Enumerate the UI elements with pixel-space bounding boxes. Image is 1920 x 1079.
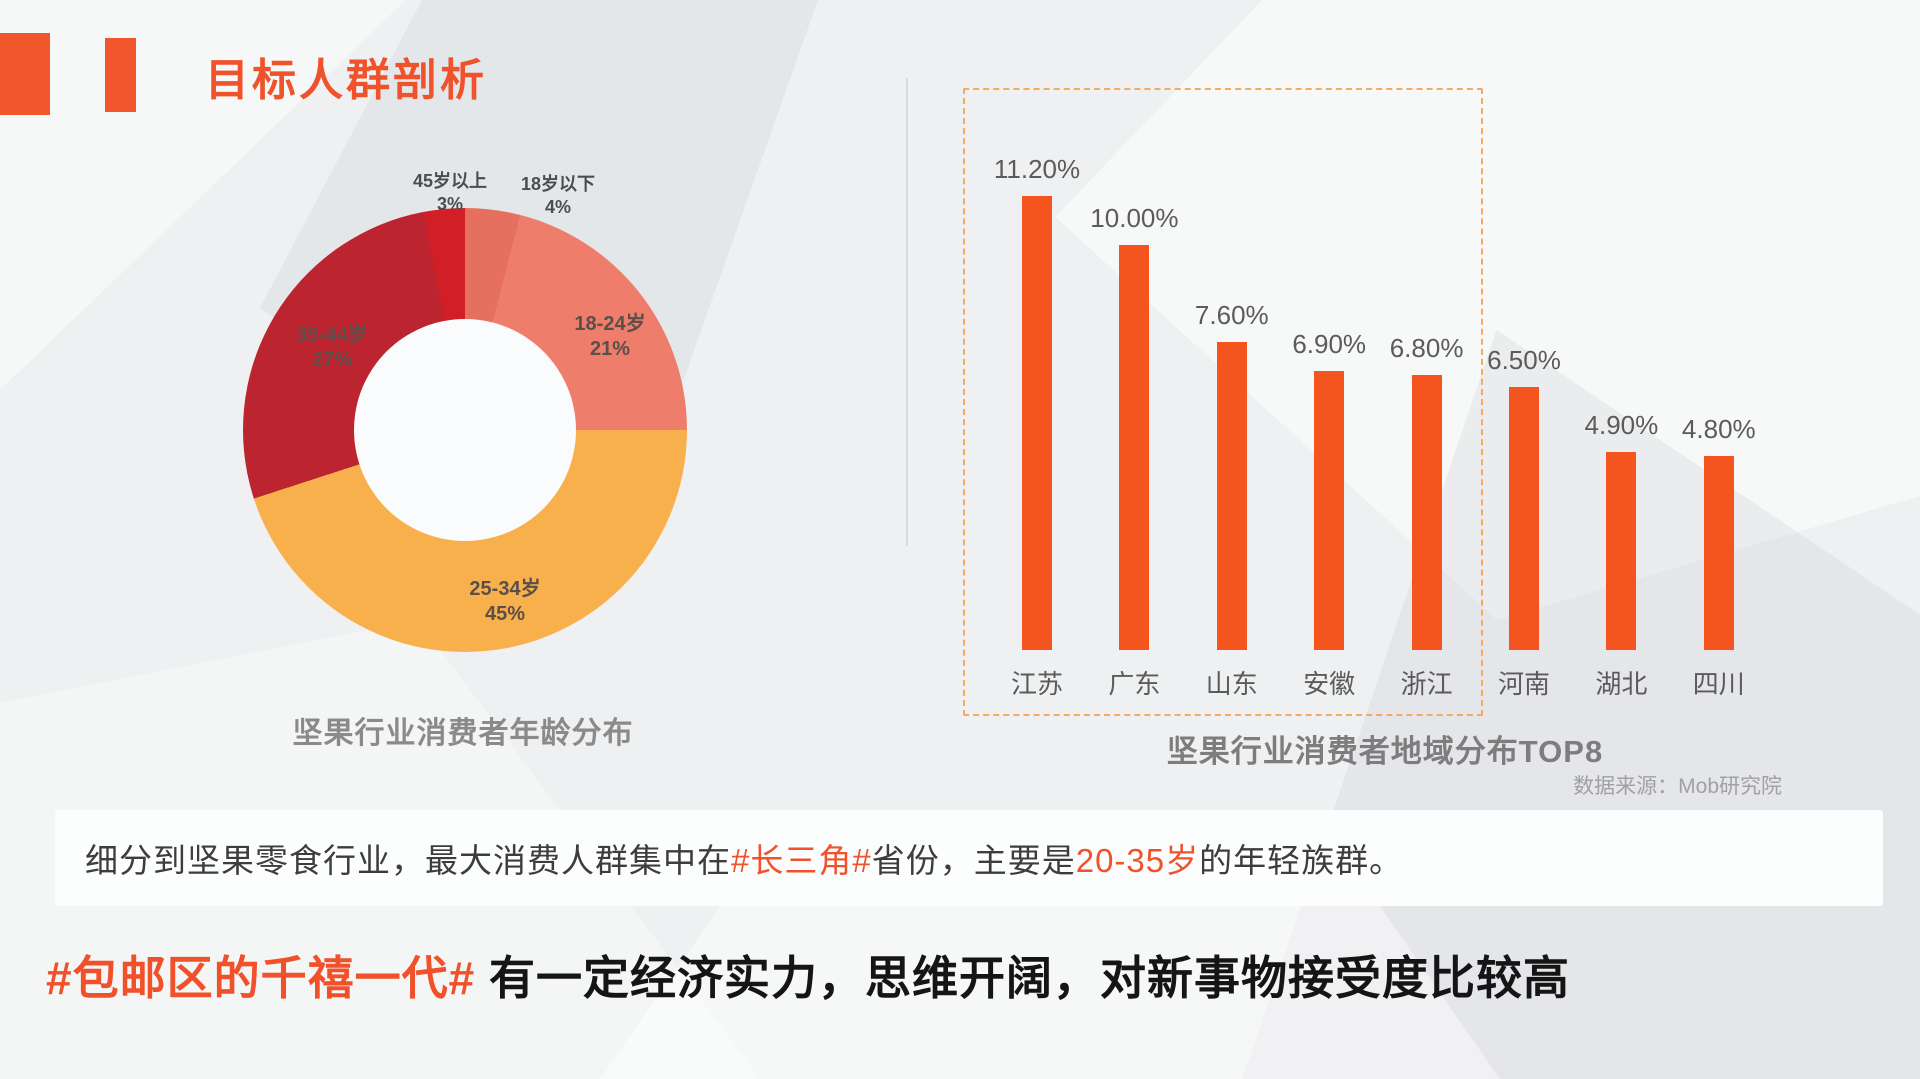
bar-category-label: 广东 xyxy=(1108,669,1161,699)
bar-category-label: 江苏 xyxy=(1010,669,1063,699)
bar-value-label: 4.80% xyxy=(1681,414,1756,444)
pie-label-under18-name: 18岁以下 xyxy=(520,174,596,194)
bar-category-label: 四川 xyxy=(1692,669,1745,699)
pie-label-45plus: 45岁以上 3% xyxy=(375,170,525,215)
headline-hashtag: #包邮区的千禧一代# xyxy=(46,952,476,1004)
pie-label-under18-pct: 4% xyxy=(544,196,571,217)
insight-run: 细分到坚果零食行业，最大消费人群集中在 xyxy=(85,842,731,879)
vertical-divider xyxy=(906,78,908,546)
bar-河南 xyxy=(1509,387,1539,650)
insight-run: 的年轻族群。 xyxy=(1199,842,1404,879)
pie-label-18-24-pct: 21% xyxy=(589,338,631,360)
pie-label-35-44-name: 35-44岁 xyxy=(296,324,368,346)
bar-category-label: 湖北 xyxy=(1595,669,1648,699)
pie-label-25-34: 25-34岁 45% xyxy=(425,577,585,627)
region-chart-caption: 坚果行业消费者地域分布TOP8 xyxy=(1166,734,1604,769)
bar-安徽 xyxy=(1314,371,1345,650)
pie-label-18-24-name: 18-24岁 xyxy=(574,313,646,335)
bar-湖北 xyxy=(1606,452,1637,650)
pie-label-45plus-pct: 3% xyxy=(436,193,463,214)
bar-江苏 xyxy=(1022,196,1052,650)
page-title: 目标人群剖析 xyxy=(205,56,487,105)
bar-四川 xyxy=(1703,456,1734,650)
pie-label-35-44-pct: 27% xyxy=(311,349,353,371)
bar-value-label: 6.80% xyxy=(1389,333,1464,363)
title-accent-block-large xyxy=(0,33,50,115)
bar-value-label: 10.00% xyxy=(1090,203,1179,233)
headline-rest: 有一定经济实力，思维开阔，对新事物接受度比较高 xyxy=(475,952,1570,1004)
bar-广东 xyxy=(1119,245,1150,650)
insight-run: 省份，主要是 xyxy=(871,842,1076,879)
bar-category-label: 安徽 xyxy=(1303,669,1356,699)
top5-highlight-dashed-box xyxy=(963,88,1483,716)
bar-category-label: 浙江 xyxy=(1400,669,1453,699)
bar-value-label: 11.20% xyxy=(993,154,1081,184)
bar-value-label: 6.90% xyxy=(1292,329,1367,359)
insight-run-highlight: #长三角# xyxy=(731,842,872,879)
age-donut-hole xyxy=(354,319,576,541)
pie-label-18-24: 18-24岁 21% xyxy=(530,312,690,362)
title-accent-block-small xyxy=(105,38,136,112)
bar-浙江 xyxy=(1411,375,1442,650)
bar-category-label: 河南 xyxy=(1497,669,1550,699)
bar-value-label: 4.90% xyxy=(1584,410,1659,440)
pie-label-25-34-name: 25-34岁 xyxy=(469,578,541,600)
bar-value-label: 7.60% xyxy=(1194,300,1269,330)
insight-band: 细分到坚果零食行业，最大消费人群集中在#长三角#省份，主要是20-35岁的年轻族… xyxy=(55,810,1883,906)
bar-山东 xyxy=(1216,342,1247,650)
pie-label-35-44: 35-44岁 27% xyxy=(252,323,412,373)
insight-run-highlight: 20-35岁 xyxy=(1075,842,1200,879)
pie-label-25-34-pct: 45% xyxy=(484,603,526,625)
bar-value-label: 6.50% xyxy=(1487,345,1561,375)
insight-text: 细分到坚果零食行业，最大消费人群集中在#长三角#省份，主要是20-35岁的年轻族… xyxy=(85,834,1403,882)
headline: #包邮区的千禧一代# 有一定经济实力，思维开阔，对新事物接受度比较高 xyxy=(46,942,1906,1008)
pie-label-45plus-name: 45岁以上 xyxy=(412,171,488,191)
pie-label-under18: 18岁以下 4% xyxy=(483,173,633,218)
data-source-note: 数据来源：Mob研究院 xyxy=(1573,775,1782,798)
age-chart-caption: 坚果行业消费者年龄分布 xyxy=(292,717,634,750)
bar-category-label: 山东 xyxy=(1205,669,1258,699)
